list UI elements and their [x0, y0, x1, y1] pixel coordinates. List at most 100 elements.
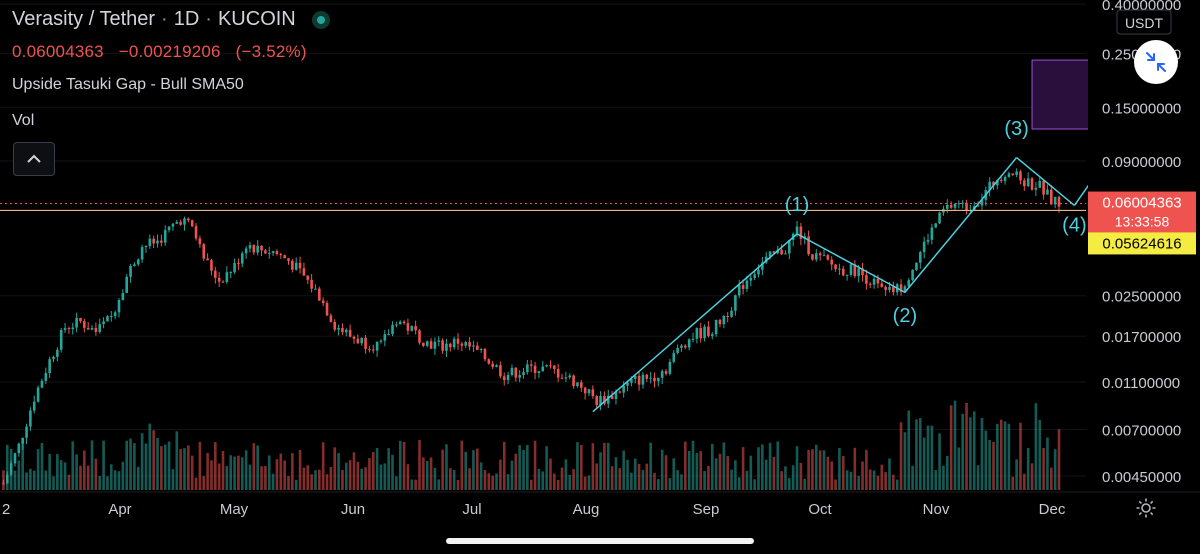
volume-bar [63, 462, 67, 490]
candle-body [537, 371, 541, 373]
volume-bar [341, 469, 344, 490]
interval[interactable]: 1D [173, 8, 200, 30]
candle-body [94, 327, 98, 332]
candle-body [757, 269, 760, 275]
countdown-value: 13:33:58 [1115, 214, 1170, 230]
volume-bar [610, 466, 614, 490]
symbol-name[interactable]: Verasity / Tether [12, 8, 156, 30]
volume-bar [252, 443, 256, 490]
candle-body [691, 338, 695, 340]
candle-body [780, 249, 783, 255]
volume-bar [225, 465, 229, 490]
candle-body [930, 227, 934, 240]
volume-bar [468, 468, 471, 490]
volume-legend[interactable]: Vol [12, 112, 35, 129]
candle-body [710, 334, 714, 337]
volume-bar [938, 433, 941, 490]
candle-body [252, 245, 256, 253]
candle-body [934, 223, 938, 228]
market-status-icon [311, 10, 330, 29]
candle-body [838, 268, 841, 270]
candle-body [965, 202, 968, 211]
candle-body [714, 319, 718, 335]
volume-bar [402, 442, 406, 490]
volume-bar [892, 474, 895, 490]
candle-body [741, 285, 745, 289]
candle-body [237, 262, 240, 264]
volume-bar [649, 442, 652, 490]
candle-body [888, 286, 891, 290]
candle-body [398, 321, 402, 325]
wave-label: (2) [893, 305, 917, 327]
volume-bar [406, 464, 410, 490]
volume-bar [387, 448, 390, 490]
x-axis[interactable]: 2 Apr May Jun Jul Aug Sep Oct Nov Dec [0, 491, 1200, 518]
x-axis-tick-label: Sep [693, 501, 720, 518]
candle-body [341, 327, 344, 333]
candle-body [429, 341, 433, 349]
volume-bar [791, 465, 795, 490]
volume-bar [125, 440, 129, 490]
volume-bar [267, 455, 271, 490]
candle-body [9, 463, 13, 475]
candle-body [487, 359, 491, 364]
fit-screen-button[interactable] [1134, 40, 1178, 84]
volume-bar [1057, 429, 1061, 490]
volume-bar [44, 470, 48, 490]
candle-body [298, 262, 302, 269]
volume-bar [730, 469, 733, 490]
volume-bar [483, 469, 487, 490]
volume-bar [942, 465, 945, 490]
volume-bar [845, 470, 849, 490]
candle-body [976, 205, 980, 207]
candle-body [102, 321, 105, 325]
volume-bar [780, 471, 783, 490]
collapse-legend-button[interactable] [13, 142, 55, 176]
volume-bar [1042, 447, 1045, 490]
volume-bar [5, 444, 9, 490]
candle-body [210, 260, 213, 271]
candle-body [379, 340, 383, 342]
candle-body [872, 278, 876, 285]
candle-body [695, 328, 699, 339]
volume-bar [429, 457, 433, 490]
candle-body [479, 348, 483, 350]
chart-settings-button[interactable] [1132, 494, 1160, 522]
x-axis-tick-label: Jul [462, 501, 481, 518]
volume-bar [275, 459, 279, 490]
volume-bar [834, 479, 837, 490]
candle-body [356, 338, 360, 344]
candle-body [25, 426, 28, 438]
candle-body [121, 293, 125, 300]
volume-bar [1003, 421, 1007, 490]
candle-body [240, 253, 244, 264]
volume-bar [1034, 403, 1038, 490]
indicator-legend[interactable]: Upside Tasuki Gap - Bull SMA50 [12, 76, 244, 93]
volume-bar [865, 449, 868, 490]
candle-body [83, 321, 86, 328]
volume-bar [306, 465, 310, 490]
volume-bar [129, 438, 132, 490]
candle-body [861, 268, 864, 276]
volume-bar [880, 464, 884, 490]
candle-body [868, 283, 872, 285]
volume-bar [795, 446, 799, 490]
volume-bar [922, 437, 926, 490]
candle-body [387, 334, 390, 336]
volume-bar [884, 472, 887, 490]
volume-bar [572, 469, 575, 490]
volume-bar [695, 453, 699, 490]
candle-body [737, 285, 741, 296]
volume-bar [144, 443, 148, 490]
volume-bar [614, 457, 618, 490]
volume-bar [291, 453, 294, 490]
candle-body [915, 262, 918, 270]
volume-bar [325, 474, 329, 490]
wave-segment [904, 157, 1018, 293]
volume-bar [56, 454, 59, 490]
volume-bar [672, 458, 676, 490]
volume-bar [556, 479, 560, 490]
candle-body [63, 328, 67, 331]
volume-bar [464, 451, 468, 490]
